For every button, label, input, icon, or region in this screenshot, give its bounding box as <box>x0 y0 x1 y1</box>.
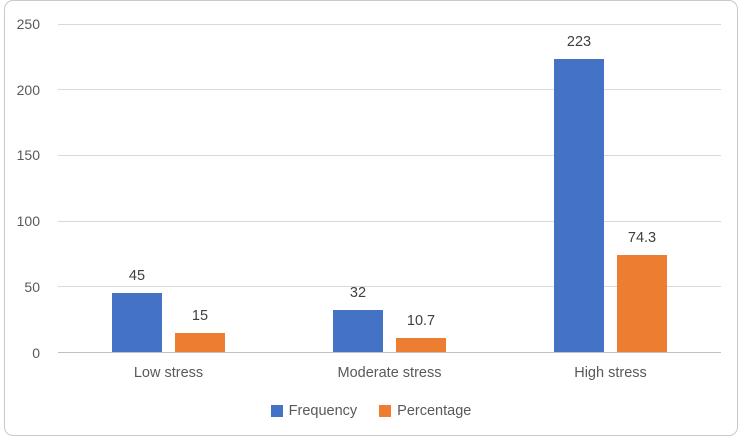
bar-value-label: 74.3 <box>627 229 657 246</box>
gridline <box>58 89 721 91</box>
gridline <box>58 23 721 25</box>
legend-swatch-icon <box>379 405 392 417</box>
gridline <box>58 154 721 156</box>
gridline <box>58 220 721 222</box>
bar-value-label: 15 <box>191 307 209 324</box>
legend-label: Frequency <box>288 403 358 419</box>
chart-frame <box>4 0 738 436</box>
y-tick-label: 100 <box>16 213 40 230</box>
legend-item-percentage: Percentage <box>379 403 471 419</box>
x-axis-line <box>58 352 721 353</box>
y-tick-label: 250 <box>16 16 40 32</box>
bar-value-label: 32 <box>349 285 367 302</box>
gridline <box>58 286 721 288</box>
bar-value-label: 223 <box>566 34 592 51</box>
bar-percentage-low-stress <box>175 332 225 353</box>
bar-value-label: 45 <box>128 268 146 285</box>
category-label: High stress <box>574 365 647 381</box>
y-tick-label: 0 <box>32 344 40 361</box>
category-label: Moderate stress <box>337 365 442 381</box>
y-tick-label: 150 <box>16 147 40 164</box>
bar-frequency-low-stress <box>112 293 162 353</box>
chart-legend: Frequency Percentage <box>4 403 738 419</box>
y-tick-label: 200 <box>16 81 40 98</box>
legend-swatch-icon <box>270 405 283 417</box>
bar-frequency-high-stress <box>554 59 604 353</box>
category-label: Low stress <box>133 365 204 381</box>
bar-value-label: 10.7 <box>406 313 436 330</box>
bar-percentage-moderate-stress <box>396 338 446 353</box>
bar-frequency-moderate-stress <box>333 310 383 353</box>
y-tick-label: 50 <box>24 278 40 295</box>
legend-item-frequency: Frequency <box>270 403 358 419</box>
legend-label: Percentage <box>397 403 472 419</box>
bar-percentage-high-stress <box>617 254 667 353</box>
